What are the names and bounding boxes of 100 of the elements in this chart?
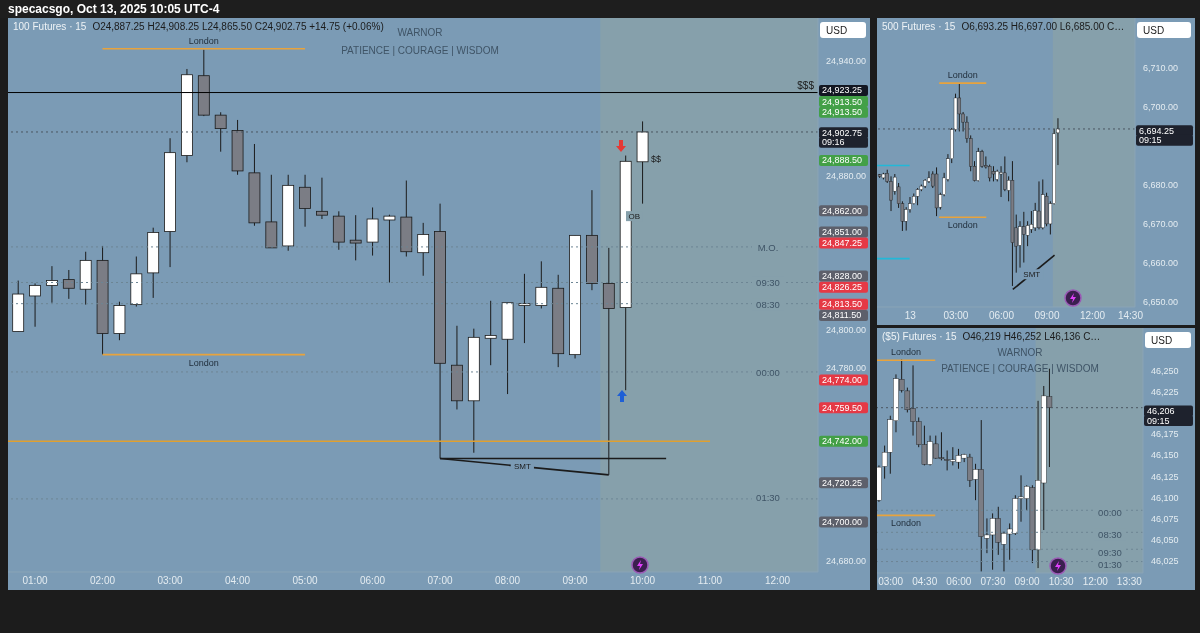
chart-title: 100 Futures · 15	[13, 21, 87, 32]
x-tick-label: 06:00	[359, 575, 386, 587]
chart-subtitle: O46,219 H46,252 L46,136 C…	[962, 331, 1101, 342]
text: 24,759.50	[822, 402, 863, 413]
annotation: 09:30	[756, 277, 780, 289]
x-tick-label: 06:00	[946, 576, 972, 588]
x-tick-label: 05:00	[292, 575, 318, 587]
series-label: London	[947, 220, 978, 231]
series-label: London	[891, 518, 922, 529]
text: 24,826.25	[822, 282, 863, 293]
y-tick-label: 6,710.00	[1143, 62, 1179, 73]
text: 6,694.25	[1139, 125, 1175, 136]
series-label: London	[947, 70, 978, 81]
y-tick-label: 24,880.00	[826, 170, 867, 181]
text: 24,913.50	[822, 107, 863, 118]
x-tick-label: 09:00	[1014, 576, 1040, 588]
y-tick-label: 46,250	[1151, 365, 1179, 376]
x-tick-label: 09:00	[562, 575, 588, 587]
text: 24,902.75	[822, 127, 863, 138]
text: 24,847.25	[822, 238, 863, 248]
text: specacsgo, Oct 13, 2025 10:05 UTC-4	[0, 0, 1200, 18]
annotation: PATIENCE | COURAGE | WISDOM	[941, 362, 1099, 374]
text: 24,828.00	[822, 271, 863, 281]
text: 24,851.00	[822, 226, 863, 237]
y-tick-label: 6,670.00	[1143, 218, 1179, 229]
chart-subtitle: O6,693.25 H6,697.00 L6,685.00 C…	[961, 21, 1125, 32]
text: 24,913.50	[822, 96, 863, 107]
text: 24,888.50	[822, 155, 863, 166]
y-tick-label: 6,700.00	[1143, 101, 1179, 112]
y-tick-label: 46,125	[1151, 471, 1179, 482]
annotation: 01:30	[756, 491, 780, 503]
text: 24,774.00	[822, 375, 863, 385]
y-tick-label: 6,660.00	[1143, 257, 1179, 268]
annotation: 08:30	[1098, 529, 1122, 541]
annotation: $$	[651, 154, 662, 164]
text: USD	[826, 25, 848, 36]
text: 24,742.00	[822, 436, 863, 447]
text: 24,862.00	[822, 205, 863, 216]
text: 09:15	[1147, 415, 1170, 426]
annotation: OB	[628, 211, 641, 221]
x-tick-label: 03:00	[157, 575, 183, 587]
y-tick-label: 46,150	[1151, 450, 1179, 461]
annotation: SMT	[513, 461, 531, 471]
series-label: London	[891, 347, 922, 358]
annotation: WARNOR	[997, 346, 1043, 358]
annotation: 01:30	[1098, 558, 1122, 570]
text: 24,923.25	[822, 85, 863, 96]
y-tick-label: 24,800.00	[826, 324, 867, 335]
x-tick-label: 10:30	[1048, 576, 1075, 588]
annotation: 09:30	[1098, 546, 1122, 558]
x-tick-label: 10:00	[629, 575, 656, 587]
x-tick-label: 04:00	[224, 575, 251, 587]
x-tick-label: 12:00	[1079, 310, 1106, 322]
y-tick-label: 46,075	[1151, 513, 1179, 524]
y-tick-label: 6,650.00	[1143, 296, 1179, 307]
annotation: PATIENCE | COURAGE | WISDOM	[341, 44, 499, 56]
chart-title: 500 Futures · 15	[882, 21, 956, 32]
x-tick-label: 04:30	[912, 576, 938, 588]
y-tick-label: 24,940.00	[826, 55, 867, 66]
text: USD	[1151, 335, 1173, 346]
annotation: SMT	[1023, 269, 1041, 279]
annotation: 08:30	[756, 299, 780, 311]
y-tick-label: 46,225	[1151, 386, 1179, 397]
x-tick-label: 12:00	[764, 575, 791, 587]
series-label: London	[188, 35, 219, 46]
x-tick-label: 03:00	[943, 310, 969, 322]
y-tick-label: 46,175	[1151, 429, 1179, 440]
x-tick-label: 11:00	[697, 575, 723, 587]
text: 46,206	[1147, 406, 1175, 416]
annotation: 00:00	[756, 366, 780, 378]
text: 24,811.50	[822, 310, 862, 321]
y-tick-label: 6,680.00	[1143, 179, 1179, 190]
series-label: London	[188, 357, 219, 368]
text: 09:16	[822, 137, 845, 148]
x-tick-label: 06:00	[988, 310, 1015, 322]
x-tick-label: 07:00	[427, 575, 453, 587]
ref-line-label: $$$	[797, 79, 815, 91]
x-tick-label: 12:00	[1082, 576, 1109, 588]
x-tick-label: 02:00	[89, 575, 116, 587]
text: 24,720.25	[822, 477, 863, 488]
text: 24,813.50	[822, 299, 863, 310]
x-tick-label: 14:30	[1117, 310, 1144, 322]
y-tick-label: 46,050	[1151, 535, 1179, 546]
chart-subtitle: O24,887.25 H24,908.25 L24,865.50 C24,902.75 +14.75 (+0.06%)	[92, 21, 384, 32]
text: USD	[1143, 25, 1165, 36]
y-tick-label: 24,680.00	[826, 555, 867, 566]
y-tick-label: 24,780.00	[826, 363, 867, 374]
x-tick-label: 13:30	[1116, 576, 1143, 588]
y-tick-label: 46,025	[1151, 556, 1179, 567]
annotation: M.O.	[757, 241, 779, 253]
x-tick-label: 13	[904, 310, 917, 322]
x-tick-label: 07:30	[980, 576, 1006, 588]
chart-title: ($5) Futures · 15	[882, 331, 957, 342]
annotation: WARNOR	[397, 26, 443, 38]
y-tick-label: 46,100	[1151, 492, 1179, 503]
x-tick-label: 03:00	[878, 576, 904, 588]
text: 24,700.00	[822, 517, 863, 527]
x-tick-label: 08:00	[494, 575, 521, 587]
x-tick-label: 09:00	[1034, 310, 1060, 322]
annotation: 00:00	[1098, 507, 1122, 518]
